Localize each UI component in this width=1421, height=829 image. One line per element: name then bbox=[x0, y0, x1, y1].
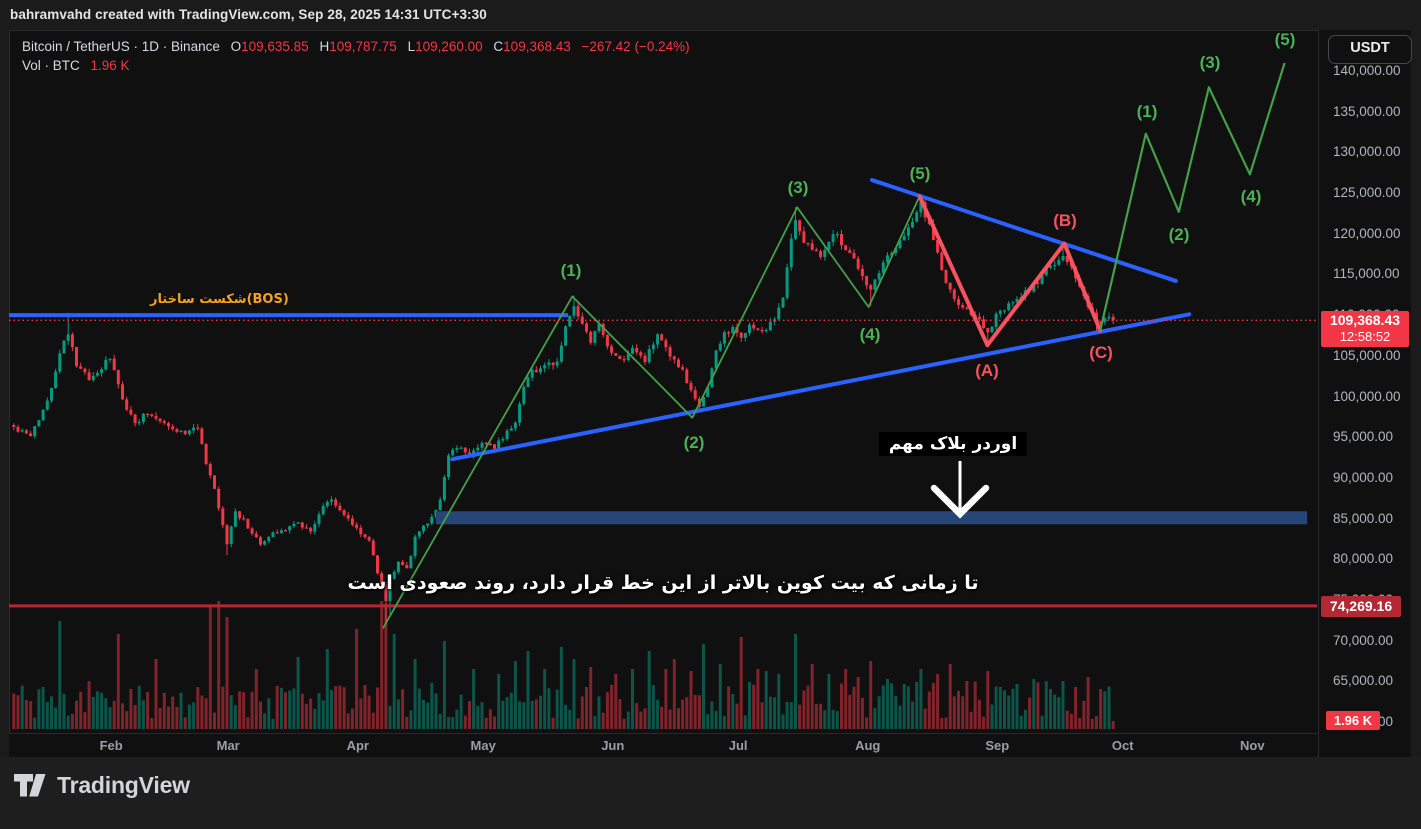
bar-countdown: 12:58:52 bbox=[1339, 329, 1391, 344]
trend-note-annotation: تا زمانی که بیت کوین بالاتر از این خط قر… bbox=[347, 572, 979, 594]
descending-trendline bbox=[869, 178, 1178, 283]
corrective-wave-line bbox=[917, 194, 1103, 348]
tradingview-logo-text: TradingView bbox=[57, 772, 190, 798]
time-axis-month-label: Aug bbox=[855, 738, 881, 753]
change-value: −267.42 (−0.24%) bbox=[581, 39, 690, 54]
price-tick-label: 135,000.00 bbox=[1333, 103, 1401, 119]
volume-label: Vol · BTC bbox=[22, 58, 80, 73]
down-arrow-head bbox=[930, 484, 990, 519]
low-label: L bbox=[407, 39, 416, 54]
price-tick-label: 105,000.00 bbox=[1333, 347, 1401, 363]
wave-label: (2) bbox=[1168, 225, 1190, 244]
price-axis[interactable]: USDT 140,000.00 135,000.00 130,000.00 125,0… bbox=[1318, 30, 1412, 757]
price-tick-label: 115,000.00 bbox=[1333, 266, 1400, 282]
time-axis-month-label: Oct bbox=[1111, 738, 1134, 753]
volume-value-badge: 1.96 K bbox=[1326, 711, 1380, 730]
high-label: H bbox=[319, 39, 330, 54]
volume-value: 1.96 K bbox=[90, 58, 130, 73]
wave-label: (B) bbox=[1053, 211, 1077, 230]
ascending-trendline bbox=[450, 312, 1192, 462]
invalidation-price-badge: 74,269.16 bbox=[1321, 596, 1401, 617]
wave-label: (2) bbox=[683, 433, 705, 452]
time-axis-month-label: Nov bbox=[1240, 738, 1265, 753]
wave-label: (1) bbox=[560, 261, 582, 280]
price-tick-label: 140,000.00 bbox=[1333, 63, 1401, 78]
time-axis-month-label: Jun bbox=[601, 738, 625, 753]
time-axis-month-label: Jul bbox=[728, 738, 748, 753]
close-value: 109,368.43 bbox=[503, 39, 571, 54]
price-tick-label: 85,000.00 bbox=[1333, 510, 1394, 526]
wave-label: (4) bbox=[859, 325, 881, 344]
price-tick-label: 130,000.00 bbox=[1333, 144, 1401, 160]
price-tick-label: 100,000.00 bbox=[1333, 388, 1401, 404]
price-tick-label: 125,000.00 bbox=[1333, 185, 1401, 201]
wave-label: (3) bbox=[1199, 53, 1221, 72]
time-axis-month-label: Apr bbox=[346, 738, 369, 753]
time-axis-month-label: May bbox=[470, 738, 496, 753]
time-axis-month-label: Sep bbox=[985, 738, 1010, 753]
wave-label: (4) bbox=[1240, 187, 1262, 206]
tradingview-logo[interactable]: TradingView bbox=[14, 772, 190, 799]
symbol-legend: Bitcoin / TetherUS · 1D · Binance O109,6… bbox=[22, 38, 690, 74]
price-tick-label: 95,000.00 bbox=[1333, 429, 1394, 445]
price-tick-label: 70,000.00 bbox=[1333, 632, 1394, 648]
time-axis-month-label: Mar bbox=[216, 738, 240, 753]
wave-label: (A) bbox=[975, 361, 999, 380]
current-price-value: 109,368.43 bbox=[1329, 312, 1401, 328]
high-value: 109,787.75 bbox=[329, 39, 397, 54]
symbol-title: Bitcoin / TetherUS · 1D · Binance bbox=[22, 39, 220, 54]
price-tick-label: 120,000.00 bbox=[1333, 225, 1401, 241]
open-value: 109,635.85 bbox=[241, 39, 309, 54]
price-tick-label: 65,000.00 bbox=[1333, 673, 1394, 689]
impulse-wave-line bbox=[382, 195, 921, 629]
wave-label: (5) bbox=[1274, 30, 1296, 49]
bos-annotation: شکست ساختار(BOS) bbox=[150, 292, 289, 307]
low-value: 109,260.00 bbox=[415, 39, 483, 54]
price-tick-label: 90,000.00 bbox=[1333, 469, 1394, 485]
legend-symbol-row: Bitcoin / TetherUS · 1D · Binance O109,6… bbox=[22, 38, 690, 55]
tradingview-logo-icon bbox=[14, 774, 46, 797]
wave-label: (C) bbox=[1089, 343, 1113, 362]
close-label: C bbox=[493, 39, 504, 54]
wave-label: (1) bbox=[1136, 102, 1158, 121]
currency-toggle-button[interactable]: USDT bbox=[1328, 35, 1412, 64]
time-axis[interactable]: Feb Mar Apr May Jun Jul Aug Sep Oct Nov bbox=[9, 733, 1317, 757]
time-axis-month-label: Feb bbox=[99, 738, 123, 753]
watermark-text: bahramvahd created with TradingView.com,… bbox=[10, 7, 487, 22]
open-label: O bbox=[230, 39, 242, 54]
current-price-badge: 109,368.43 12:58:52 bbox=[1321, 311, 1409, 347]
order-block-annotation: اوردر بلاک مهم bbox=[878, 432, 1028, 456]
projection-wave-line bbox=[1099, 62, 1286, 331]
footer-bar: TradingView bbox=[0, 757, 1421, 829]
price-chart-canvas[interactable] bbox=[9, 30, 1317, 733]
volume-layer bbox=[12, 601, 1115, 729]
order-block-band bbox=[436, 511, 1308, 525]
legend-volume-row: Vol · BTC 1.96 K bbox=[22, 57, 690, 74]
wave-label: (3) bbox=[787, 178, 809, 197]
candles-layer bbox=[12, 196, 1115, 626]
price-tick-label: 80,000.00 bbox=[1333, 551, 1394, 567]
wave-label: (5) bbox=[909, 164, 931, 183]
